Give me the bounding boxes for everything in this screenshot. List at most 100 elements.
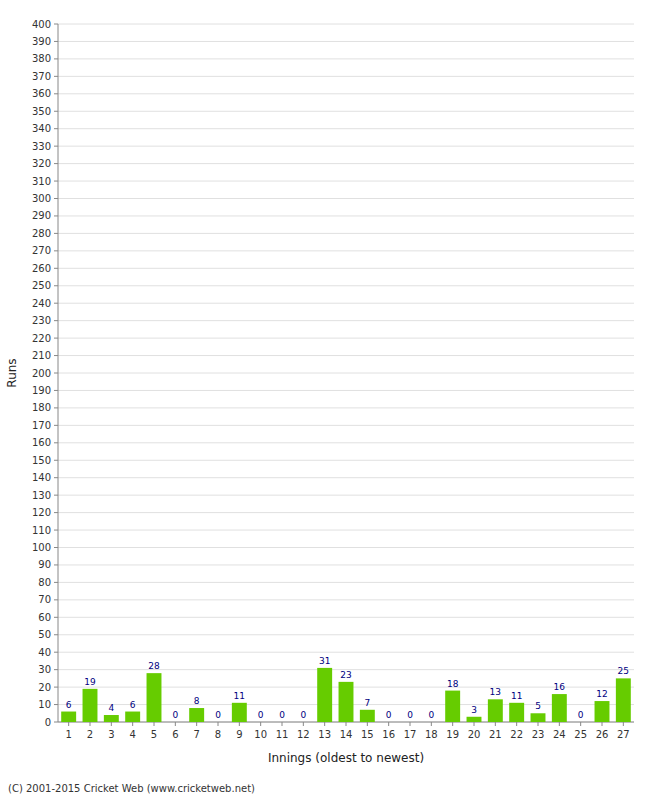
y-tick-label: 140 — [32, 472, 51, 483]
x-tick — [388, 722, 389, 726]
bar — [467, 717, 482, 722]
y-tick-label: 330 — [32, 141, 51, 152]
grid-line — [58, 477, 634, 478]
y-tick-label: 320 — [32, 158, 51, 169]
y-tick-label: 380 — [32, 53, 51, 64]
bar — [125, 712, 140, 722]
data-label: 25 — [618, 666, 629, 676]
y-tick-label: 80 — [38, 577, 51, 588]
x-tick-label: 23 — [532, 729, 545, 740]
y-tick-label: 220 — [32, 333, 51, 344]
bar — [488, 699, 503, 722]
x-tick — [367, 722, 368, 726]
y-tick — [54, 460, 58, 461]
bar — [595, 701, 610, 722]
y-tick-label: 100 — [32, 542, 51, 553]
y-tick — [54, 285, 58, 286]
grid-line — [58, 285, 634, 286]
y-tick-label: 300 — [32, 193, 51, 204]
grid-line — [58, 198, 634, 199]
data-label: 0 — [279, 710, 285, 720]
x-tick-label: 13 — [318, 729, 331, 740]
x-tick — [410, 722, 411, 726]
x-tick-label: 14 — [340, 729, 353, 740]
grid-line — [58, 250, 634, 251]
y-tick — [54, 146, 58, 147]
data-label: 8 — [194, 696, 200, 706]
grid-line — [58, 111, 634, 112]
bar — [189, 708, 204, 722]
bars — [61, 668, 631, 722]
y-tick — [54, 722, 58, 723]
bar — [61, 712, 76, 722]
y-tick — [54, 198, 58, 199]
data-label: 31 — [319, 656, 330, 666]
x-tick — [431, 722, 432, 726]
x-tick — [68, 722, 69, 726]
grid-line — [58, 564, 634, 565]
data-label: 0 — [407, 710, 413, 720]
x-tick — [559, 722, 560, 726]
data-label: 5 — [535, 701, 541, 711]
x-tick-label: 10 — [254, 729, 267, 740]
grid-line — [58, 303, 634, 304]
data-label: 28 — [148, 661, 160, 671]
y-tick-label: 70 — [38, 594, 51, 605]
grid-line — [58, 617, 634, 618]
x-tick — [346, 722, 347, 726]
y-tick-label: 260 — [32, 263, 51, 274]
x-tick — [474, 722, 475, 726]
grid-line — [58, 268, 634, 269]
bar — [296, 722, 311, 723]
y-tick-label: 310 — [32, 176, 51, 187]
y-tick-label: 290 — [32, 210, 51, 221]
x-tick-label: 18 — [425, 729, 438, 740]
y-axis-label: Runs — [5, 358, 19, 387]
x-tick-label: 15 — [361, 729, 374, 740]
data-labels: 61946280801100031237000183131151601225 — [66, 656, 629, 720]
x-tick — [580, 722, 581, 726]
data-label: 0 — [428, 710, 434, 720]
y-tick-label: 190 — [32, 385, 51, 396]
grid-line — [58, 547, 634, 548]
data-label: 0 — [386, 710, 392, 720]
grid-line — [58, 442, 634, 443]
y-tick — [54, 477, 58, 478]
bar — [360, 710, 375, 722]
y-tick — [54, 268, 58, 269]
y-tick — [54, 582, 58, 583]
grid-line — [58, 425, 634, 426]
grid-line — [58, 320, 634, 321]
y-tick-label: 110 — [32, 525, 51, 536]
x-tick-label: 2 — [87, 729, 93, 740]
bar — [552, 694, 567, 722]
grid-line — [58, 599, 634, 600]
x-tick — [452, 722, 453, 726]
data-label: 11 — [511, 691, 522, 701]
y-tick — [54, 425, 58, 426]
y-tick — [54, 652, 58, 653]
data-label: 0 — [172, 710, 178, 720]
y-tick — [54, 163, 58, 164]
y-tick-label: 350 — [32, 106, 51, 117]
y-tick — [54, 373, 58, 374]
grid-line — [58, 512, 634, 513]
y-tick-label: 40 — [38, 647, 51, 658]
x-tick-label: 20 — [468, 729, 481, 740]
y-tick-label: 340 — [32, 123, 51, 134]
grid-line — [58, 76, 634, 77]
y-tick-label: 60 — [38, 612, 51, 623]
y-tick — [54, 111, 58, 112]
y-tick — [54, 93, 58, 94]
x-tick-label: 12 — [297, 729, 310, 740]
grid-line — [58, 338, 634, 339]
grid-line — [58, 163, 634, 164]
y-tick — [54, 704, 58, 705]
x-tick-label: 4 — [129, 729, 135, 740]
y-tick — [54, 128, 58, 129]
data-label: 19 — [84, 677, 96, 687]
y-tick-label: 180 — [32, 402, 51, 413]
chart-container: 0102030405060708090100110120130140150160… — [0, 0, 650, 800]
bar — [403, 722, 418, 723]
bar — [211, 722, 226, 723]
